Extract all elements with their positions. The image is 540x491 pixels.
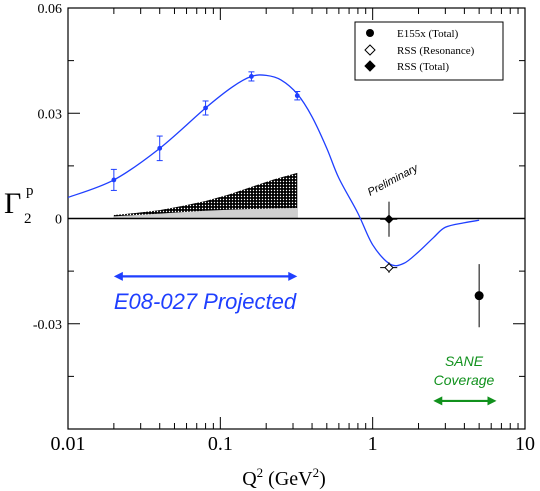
y-axis-label-base: Γ xyxy=(4,187,21,220)
x-tick-label: 0.1 xyxy=(208,433,233,455)
projected-point xyxy=(157,145,163,151)
projected-point xyxy=(111,177,117,183)
range-arrows-group xyxy=(113,271,497,406)
y-tick-label: 0 xyxy=(55,213,62,228)
rss-resonance-point xyxy=(384,262,394,273)
data-points-group xyxy=(110,71,484,328)
shaded-band-group xyxy=(113,172,298,219)
x-axis-label-base: Q xyxy=(242,468,257,490)
sane-label-line2: Coverage xyxy=(434,372,495,388)
e08-range-arrow-right-head xyxy=(288,271,298,281)
legend-label-rss-resonance: RSS (Resonance) xyxy=(397,45,475,57)
x-tick-label: 1 xyxy=(368,433,378,455)
systematic-band-dotted xyxy=(113,172,298,219)
e155x-point xyxy=(474,291,484,301)
legend-box xyxy=(354,21,504,81)
legend-label-rss-total: RSS (Total) xyxy=(397,61,449,73)
x-axis-label-text: (GeV xyxy=(263,468,313,490)
sane-label-line1: SANE xyxy=(445,353,484,369)
y-tick-label: -0.03 xyxy=(33,318,62,333)
sane-range-arrow-right-head xyxy=(487,396,497,406)
projected-point xyxy=(294,93,300,99)
legend: E155x (Total) RSS (Resonance) RSS (Total… xyxy=(354,21,504,81)
e08-range-arrow-left-head xyxy=(113,271,123,281)
projected-point xyxy=(203,105,208,111)
legend-marker-open-diamond-icon xyxy=(364,44,376,56)
y-axis-label: Γ p 2 xyxy=(4,183,34,227)
systematic-band-gray xyxy=(113,207,298,219)
x-axis-label: Q2 (GeV2) xyxy=(242,465,326,490)
y-axis-label-sub: 2 xyxy=(24,211,32,227)
preliminary-annotation: Preliminary xyxy=(366,162,422,199)
sane-range-arrow-left-head xyxy=(433,396,443,406)
projected-point xyxy=(249,74,254,79)
y-axis-label-sup: p xyxy=(26,183,34,199)
rss-total-point xyxy=(384,214,394,224)
legend-marker-filled-diamond-icon xyxy=(364,60,376,72)
y-tick-label: 0.03 xyxy=(38,107,63,122)
model-curve-group xyxy=(68,74,480,267)
legend-marker-filled-circle-icon xyxy=(366,29,374,37)
legend-label-e155x: E155x (Total) xyxy=(397,28,459,40)
x-tick-label: 10 xyxy=(515,433,535,455)
model-curve-line xyxy=(68,74,480,267)
axis-ticks-group: 0.01 0.1 1 10 -0.03 0 0.03 0.06 xyxy=(33,2,535,455)
x-tick-label: 0.01 xyxy=(51,433,86,455)
x-axis-label-sup: 2 xyxy=(257,465,264,480)
e08-027-projected-label: E08-027 Projected xyxy=(114,289,297,314)
y-tick-label: 0.06 xyxy=(38,2,63,17)
x-axis-label-sup2: 2 xyxy=(313,465,320,480)
x-axis-label-close: ) xyxy=(319,468,326,490)
